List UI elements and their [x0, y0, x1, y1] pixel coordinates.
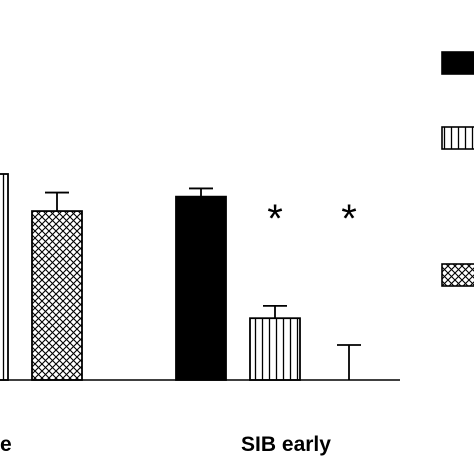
bar-s1-c0 — [0, 173, 9, 381]
legend-swatch-2 — [441, 263, 474, 287]
bar-s0-c1 — [175, 195, 227, 381]
significance-marker-1: * — [341, 197, 357, 241]
category-label-1: SIB early — [241, 433, 331, 456]
legend-swatch-0 — [441, 51, 474, 75]
bar-s2-c0 — [31, 210, 83, 381]
legend — [441, 51, 474, 287]
bar-s1-c1 — [249, 317, 301, 381]
legend-swatch-1 — [441, 126, 474, 150]
significance-marker-0: * — [267, 197, 283, 241]
category-label-0: e — [0, 433, 12, 456]
